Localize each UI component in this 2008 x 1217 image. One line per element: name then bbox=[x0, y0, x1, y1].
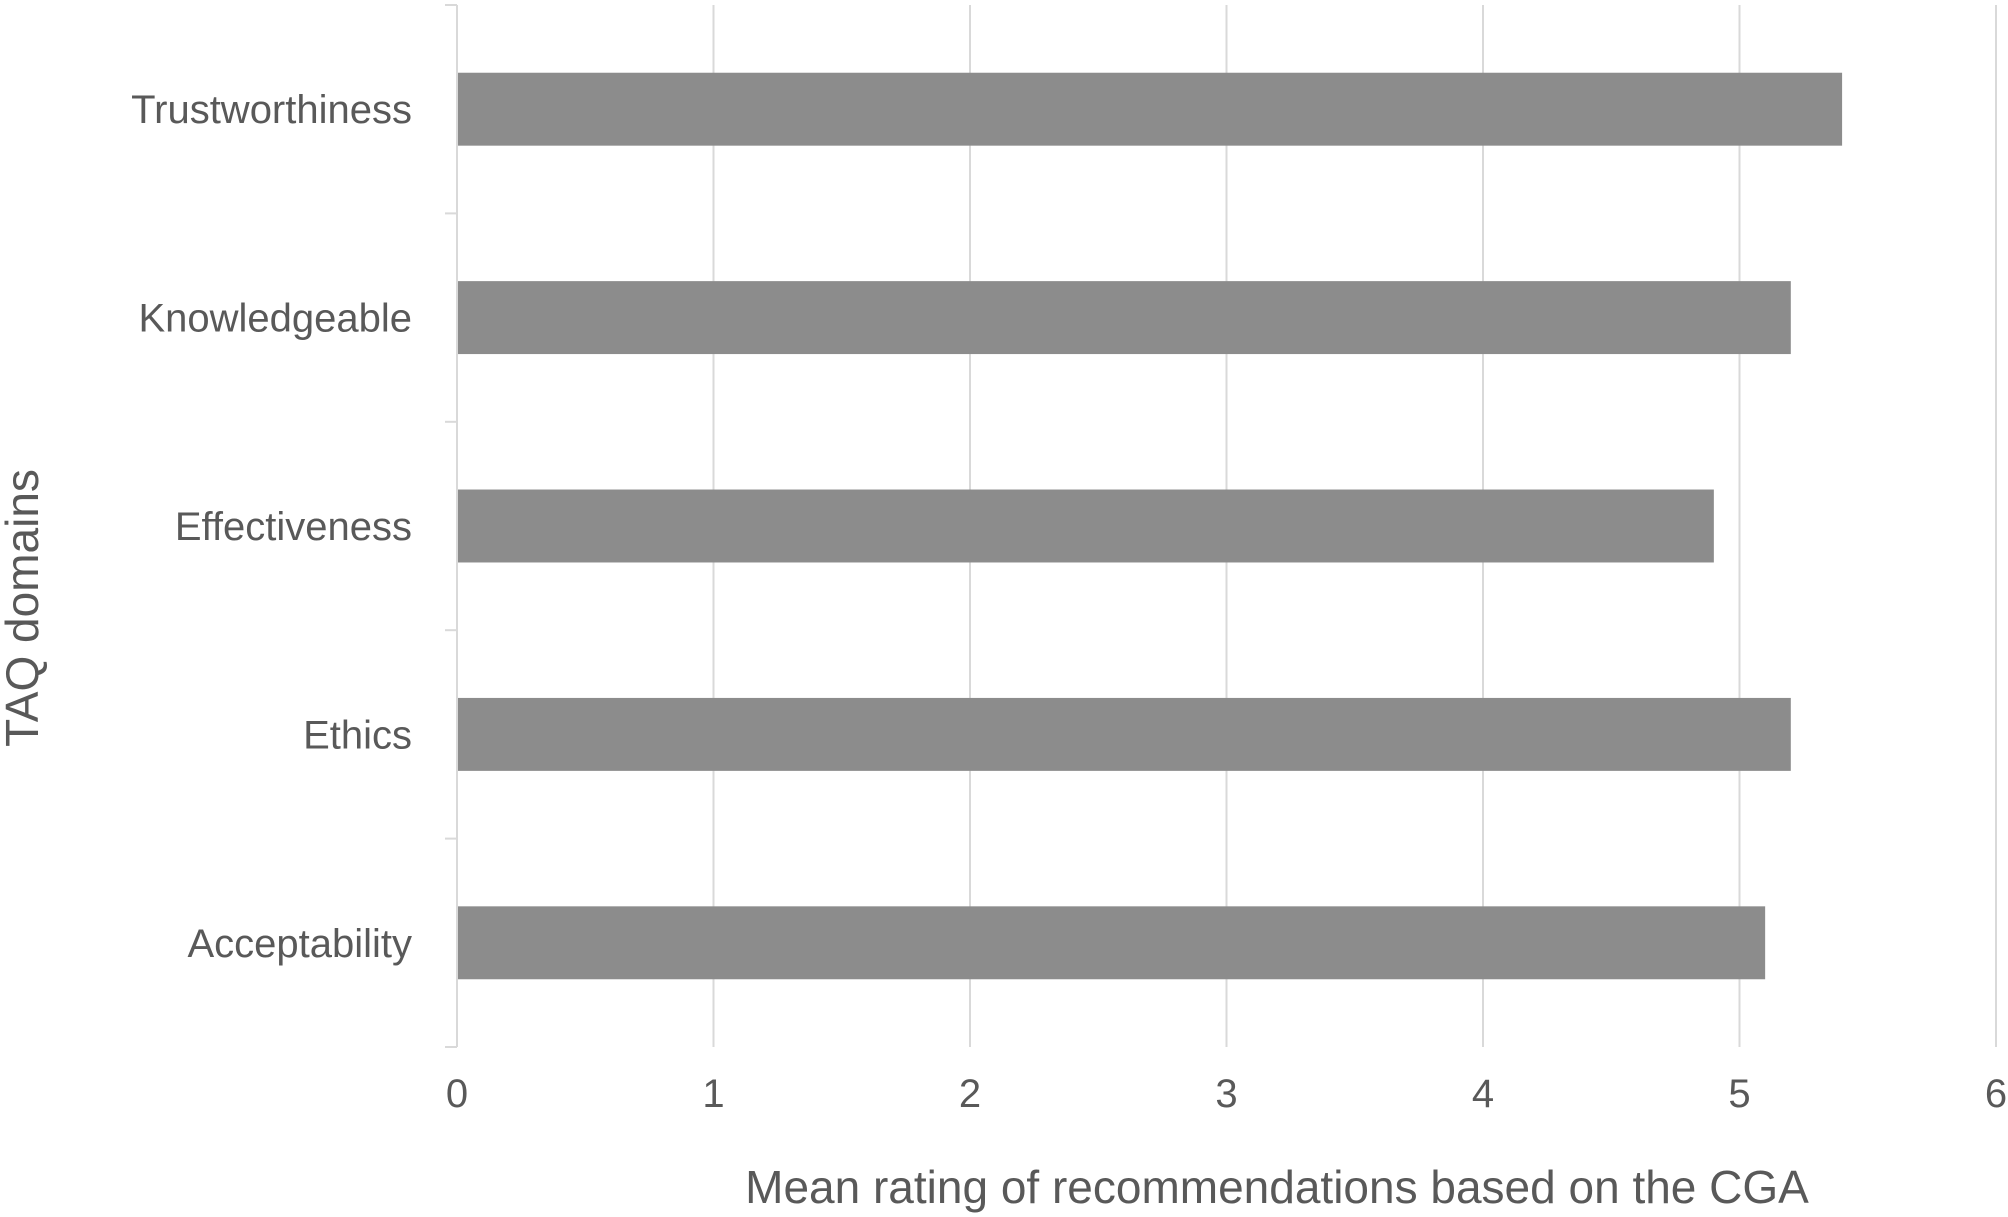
x-tick-label: 0 bbox=[446, 1072, 468, 1116]
y-axis-title: TAQ domains bbox=[0, 469, 48, 747]
x-axis-title: Mean rating of recommendations based on … bbox=[745, 1161, 1809, 1213]
bars bbox=[457, 72, 1843, 980]
bar bbox=[457, 489, 1714, 563]
category-label: Effectiveness bbox=[175, 505, 412, 549]
x-tick-labels: 0 1 2 3 4 5 6 bbox=[446, 1072, 2007, 1116]
bar bbox=[457, 906, 1766, 980]
bar bbox=[457, 72, 1843, 146]
bar bbox=[457, 697, 1791, 771]
x-tick-label: 2 bbox=[959, 1072, 981, 1116]
x-tick-label: 5 bbox=[1728, 1072, 1750, 1116]
category-label: Acceptability bbox=[187, 922, 412, 966]
category-label: Trustworthiness bbox=[131, 88, 412, 132]
x-tick-label: 6 bbox=[1985, 1072, 2007, 1116]
x-tick-label: 4 bbox=[1472, 1072, 1494, 1116]
category-labels: Trustworthiness Knowledgeable Effectivenes… bbox=[131, 88, 412, 966]
x-tick-label: 1 bbox=[702, 1072, 724, 1116]
category-label: Ethics bbox=[303, 713, 412, 757]
category-label: Knowledgeable bbox=[138, 297, 412, 341]
bar bbox=[457, 281, 1791, 355]
x-tick-label: 3 bbox=[1215, 1072, 1237, 1116]
category-axis bbox=[445, 4, 458, 1048]
